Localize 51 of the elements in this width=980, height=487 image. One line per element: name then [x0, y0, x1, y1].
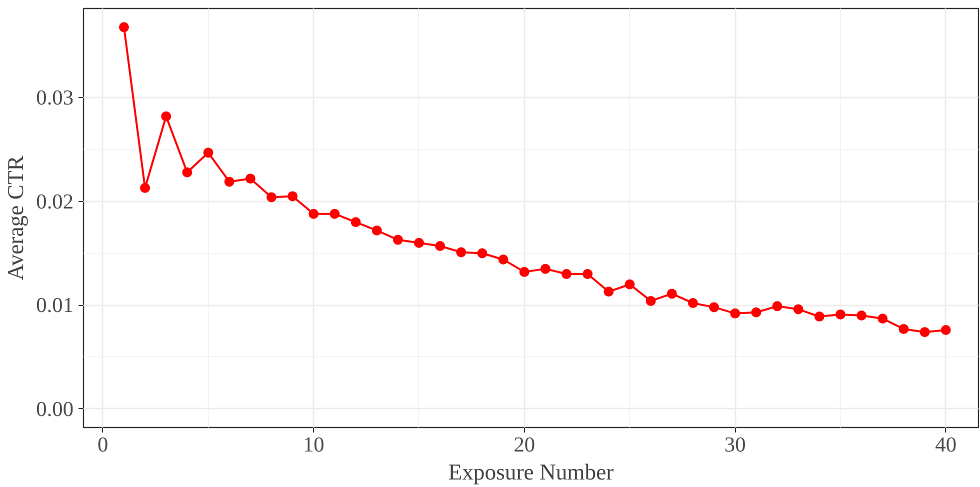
point	[456, 247, 466, 258]
point	[624, 279, 635, 290]
point	[646, 296, 656, 306]
point	[709, 302, 720, 312]
point	[898, 324, 909, 334]
point	[224, 176, 234, 187]
point	[435, 241, 446, 251]
point	[350, 217, 361, 228]
x-tick-label: 40	[935, 432, 956, 456]
point	[203, 148, 214, 158]
point	[666, 288, 677, 299]
point	[140, 182, 150, 193]
y-tick-label: 0.01	[36, 293, 74, 318]
point	[604, 286, 614, 297]
point	[730, 308, 740, 318]
point	[330, 208, 340, 219]
point	[392, 234, 403, 245]
point	[477, 248, 488, 258]
point	[161, 111, 172, 122]
point	[582, 269, 593, 279]
y-tick-label: 0.02	[36, 189, 74, 214]
y-axis-title: Average CTR	[3, 154, 28, 280]
point	[308, 208, 319, 219]
x-tick-label: 10	[302, 432, 324, 456]
point	[498, 254, 508, 264]
point	[751, 307, 762, 318]
point	[940, 325, 951, 335]
point	[562, 269, 572, 279]
x-tick-label: 0	[98, 432, 108, 456]
x-tick-label: 20	[514, 432, 536, 456]
point	[414, 238, 424, 248]
point	[835, 309, 846, 320]
point	[540, 264, 550, 274]
x-tick-label: 30	[724, 432, 746, 456]
point	[182, 167, 192, 178]
point	[245, 174, 256, 184]
y-tick-label: 0.03	[36, 86, 74, 110]
point	[519, 266, 530, 277]
point	[856, 310, 867, 320]
point	[118, 22, 129, 32]
point	[814, 312, 824, 322]
point	[793, 304, 804, 314]
point	[688, 298, 698, 308]
y-tick-label: 0.00	[36, 396, 74, 421]
point	[372, 225, 382, 236]
point	[266, 192, 276, 202]
point	[772, 301, 782, 312]
x-axis-title: Exposure Number	[448, 460, 614, 484]
point	[920, 327, 930, 338]
point	[288, 191, 298, 202]
point	[878, 314, 888, 324]
